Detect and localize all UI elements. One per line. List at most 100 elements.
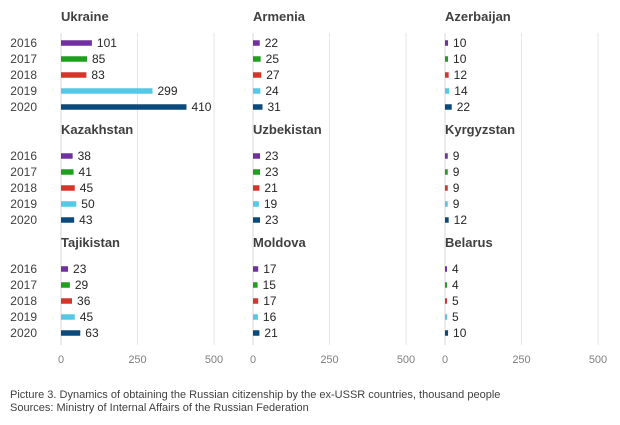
year-label: 2017	[10, 165, 37, 179]
bar	[61, 282, 70, 288]
bar	[445, 169, 448, 175]
year-label: 2018	[10, 294, 37, 308]
data-label: 29	[75, 278, 89, 292]
year-label: 2020	[10, 100, 37, 114]
data-label: 21	[264, 181, 278, 195]
bar	[445, 40, 449, 46]
data-label: 23	[265, 165, 279, 179]
data-label: 12	[454, 213, 468, 227]
data-label: 50	[81, 197, 95, 211]
data-label: 9	[453, 149, 460, 163]
bar	[61, 201, 77, 207]
x-tick-label: 500	[589, 354, 607, 366]
bar	[253, 314, 258, 320]
panel-title: Moldova	[253, 235, 306, 250]
bar	[61, 266, 69, 272]
data-label: 24	[265, 84, 279, 98]
bar	[253, 104, 263, 110]
year-label: 2017	[10, 278, 37, 292]
bar	[61, 169, 74, 175]
bar	[445, 282, 447, 288]
panel-title: Kyrgyzstan	[445, 122, 515, 137]
data-label: 36	[77, 294, 91, 308]
bar	[445, 217, 449, 223]
data-label: 27	[266, 68, 280, 82]
panel-title: Ukraine	[61, 9, 109, 24]
panel-title: Tajikistan	[61, 235, 120, 250]
bar	[253, 266, 259, 272]
bar	[445, 266, 447, 272]
year-label: 2018	[10, 181, 37, 195]
year-label: 2018	[10, 68, 37, 82]
data-label: 10	[453, 52, 467, 66]
x-tick-label: 250	[320, 354, 338, 366]
year-label: 2019	[10, 310, 37, 324]
year-label: 2020	[10, 326, 37, 340]
panel-title: Kazakhstan	[61, 122, 133, 137]
bar	[445, 153, 448, 159]
bar	[445, 185, 448, 191]
bar	[61, 104, 187, 110]
x-tick-label: 0	[250, 354, 256, 366]
data-label: 5	[452, 294, 459, 308]
bar	[253, 56, 261, 62]
x-tick-label: 500	[205, 354, 223, 366]
data-label: 12	[454, 68, 468, 82]
data-label: 63	[85, 326, 99, 340]
bar	[61, 185, 75, 191]
year-label: 2016	[10, 262, 37, 276]
figure-source: Sources: Ministry of Internal Affairs of…	[10, 402, 309, 414]
data-label: 9	[453, 165, 460, 179]
year-label: 2016	[10, 36, 37, 50]
data-label: 101	[97, 36, 117, 50]
data-label: 17	[263, 294, 277, 308]
x-tick-label: 250	[128, 354, 146, 366]
data-label: 85	[92, 52, 106, 66]
year-label: 2016	[10, 149, 37, 163]
bar	[61, 153, 73, 159]
data-label: 5	[452, 310, 459, 324]
data-label: 38	[78, 149, 92, 163]
bar	[445, 330, 449, 336]
data-label: 10	[453, 36, 467, 50]
bar	[61, 56, 88, 62]
bar	[253, 330, 260, 336]
panel-title: Armenia	[253, 9, 306, 24]
data-label: 25	[266, 52, 280, 66]
bar	[253, 40, 260, 46]
bar	[61, 217, 75, 223]
bar	[61, 40, 92, 46]
data-label: 4	[452, 262, 459, 276]
bar	[445, 201, 448, 207]
bar	[61, 314, 75, 320]
panel-title: Uzbekistan	[253, 122, 322, 137]
data-label: 15	[263, 278, 277, 292]
panel-title: Belarus	[445, 235, 493, 250]
bar	[253, 298, 259, 304]
bar	[61, 330, 81, 336]
data-label: 19	[264, 197, 278, 211]
data-label: 16	[263, 310, 277, 324]
data-label: 22	[265, 36, 279, 50]
data-label: 17	[263, 262, 277, 276]
x-tick-label: 0	[58, 354, 64, 366]
x-tick-label: 250	[512, 354, 530, 366]
panel-title: Azerbaijan	[445, 9, 511, 24]
data-label: 31	[267, 100, 281, 114]
bar	[445, 298, 447, 304]
bar	[445, 314, 447, 320]
year-label: 2019	[10, 197, 37, 211]
x-tick-label: 500	[397, 354, 415, 366]
data-label: 83	[91, 68, 105, 82]
data-label: 45	[80, 181, 94, 195]
bar	[253, 153, 261, 159]
data-label: 4	[452, 278, 459, 292]
year-label: 2020	[10, 213, 37, 227]
x-tick-label: 0	[442, 354, 448, 366]
bar	[253, 72, 262, 78]
data-label: 23	[265, 213, 279, 227]
data-label: 299	[157, 84, 177, 98]
bar	[445, 104, 452, 110]
data-label: 10	[453, 326, 467, 340]
